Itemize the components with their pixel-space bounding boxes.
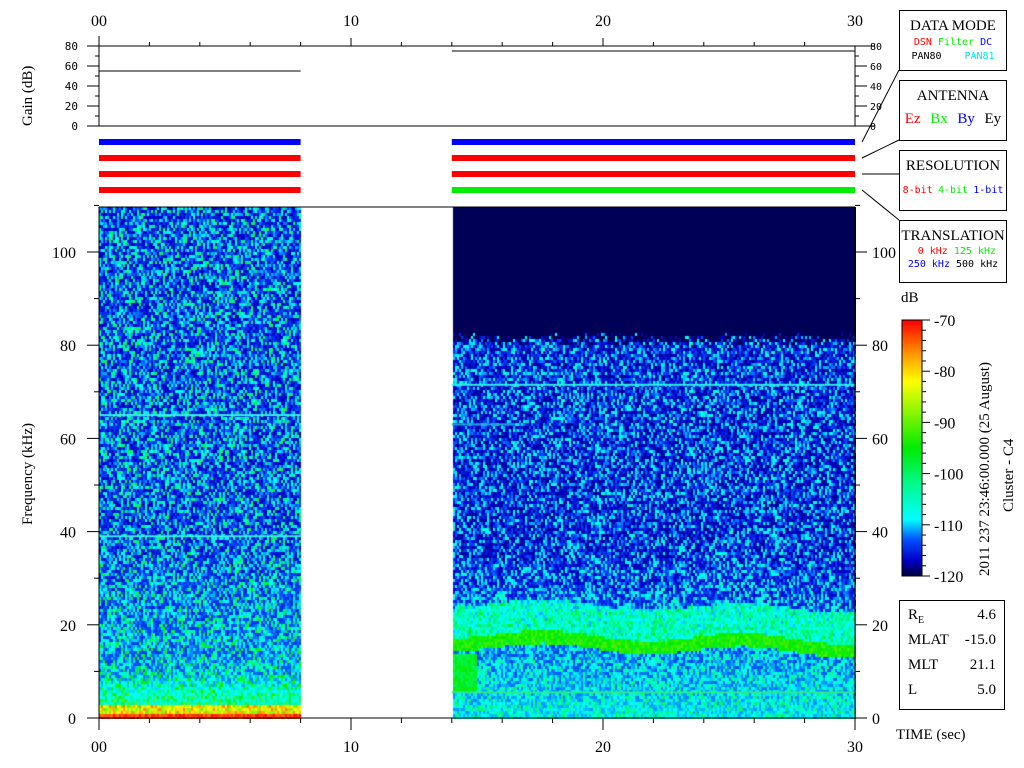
time-axis-label: TIME (sec) [896, 727, 966, 743]
data-mode-legend: DATA MODE DSN Filter DC PAN80 PAN81 [899, 10, 1007, 71]
orbit-l-row: L 5.0 [908, 682, 996, 707]
legend-0khz: 0 kHz [917, 246, 948, 257]
orbit-mlt-row: MLT 21.1 [908, 657, 996, 682]
data-mode-title: DATA MODE [910, 18, 996, 34]
legend-ey: Ey [984, 111, 1002, 127]
mode-bar [451, 171, 855, 177]
freq-tick-label-left: 80 [60, 338, 76, 355]
freq-tick-label-left: 60 [60, 431, 76, 448]
spectrogram [99, 207, 856, 719]
legend-125khz: 125 kHz [953, 246, 996, 257]
colorbar-tick-label: -120 [934, 569, 963, 586]
mode-bar [99, 155, 301, 161]
mode-bar [99, 171, 301, 177]
freq-tick-label-right: 0 [872, 711, 880, 728]
gain-tick-label-right: 40 [870, 82, 882, 93]
legend-500khz: 500 kHz [956, 259, 999, 270]
translation-legend: TRANSLATION 0 kHz 125 kHz 250 kHz 500 kH… [899, 220, 1007, 283]
freq-tick-label-right: 20 [872, 618, 888, 635]
legend-filter: Filter [937, 37, 975, 48]
legend-bx: Bx [930, 111, 948, 127]
legend-ez: Ez [904, 111, 921, 127]
resolution-legend: RESOLUTION 8-bit 4-bit 1-bit [899, 150, 1007, 211]
orbit-mlat-row: MLAT -15.0 [908, 632, 996, 657]
colorbar-tick-label: -70 [934, 313, 955, 330]
gain-tick-label-left: 20 [65, 100, 78, 113]
time-tick-label-bottom: 30 [847, 739, 863, 756]
orbit-re-value: 4.6 [977, 607, 996, 623]
antenna-legend: ANTENNA Ez Bx By Ey [899, 80, 1007, 141]
freq-tick-label-left: 40 [60, 525, 76, 542]
antenna-title: ANTENNA [916, 88, 990, 104]
orbit-mlat-value: -15.0 [964, 632, 996, 648]
spacecraft-label: Cluster - C4 [1001, 438, 1017, 512]
orbit-mlt-value: 21.1 [969, 657, 996, 673]
legend-250khz: 250 kHz [907, 259, 950, 270]
gain-axis-label: Gain (dB) [20, 65, 36, 126]
date-time-label: 2011 237 23:46:00.000 (25 August) [977, 361, 993, 576]
time-tick-label-top: 30 [847, 13, 863, 30]
colorbar-tick-label: -80 [934, 364, 955, 381]
colorbar-label: dB [901, 290, 919, 306]
orbit-re-row: RE 4.6 [908, 607, 996, 632]
legend-by: By [957, 111, 975, 127]
freq-tick-label-right: 60 [872, 431, 888, 448]
freq-tick-label-left: 100 [52, 245, 76, 262]
legend-1bit: 1-bit [973, 185, 1004, 196]
translation-title: TRANSLATION [901, 228, 1005, 244]
freq-tick-label-right: 40 [872, 525, 888, 542]
colorbar-tick-label: -110 [934, 518, 963, 535]
freq-tick-label-right: 80 [872, 338, 888, 355]
freq-tick-label-left: 0 [68, 711, 76, 728]
time-tick-label-top: 00 [91, 13, 107, 30]
colorbar-tick-label: -100 [934, 467, 963, 484]
frequency-axis-label: Frequency (kHz) [20, 422, 36, 525]
orbit-mlat-label: MLAT [908, 632, 949, 648]
legend-pan80: PAN80 [911, 51, 942, 62]
colorbar [902, 320, 922, 576]
freq-tick-label-left: 20 [60, 618, 76, 635]
orbit-re-label: R [908, 607, 919, 623]
time-tick-label-bottom: 00 [91, 739, 107, 756]
orbit-l-value: 5.0 [977, 682, 996, 698]
legend-pan81: PAN81 [964, 51, 995, 62]
orbit-mlt-label: MLT [908, 657, 939, 673]
resolution-title: RESOLUTION [905, 158, 1001, 174]
time-tick-label-bottom: 20 [595, 739, 611, 756]
gain-tick-label-right: 0 [870, 122, 876, 133]
gain-tick-label-left: 80 [65, 40, 78, 53]
colorbar-tick-label: -90 [934, 415, 955, 432]
translation-pointer [861, 189, 900, 221]
gain-tick-label-left: 60 [65, 60, 78, 73]
freq-tick-label-right: 100 [872, 245, 896, 262]
legend-dsn: DSN [913, 37, 932, 48]
data-mode-pointer [861, 69, 900, 143]
orbit-l-label: L [908, 682, 918, 698]
gain-tick-label-right: 60 [870, 62, 882, 73]
orbit-info-box: RE 4.6 MLAT -15.0 MLT 21.1 L 5.0 [899, 600, 1005, 710]
time-tick-label-bottom: 10 [343, 739, 359, 756]
mode-bar [451, 187, 855, 193]
legend-8bit: 8-bit [902, 185, 933, 196]
time-tick-label-top: 10 [343, 13, 359, 30]
time-tick-label-top: 20 [595, 13, 611, 30]
legend-dc: DC [980, 37, 993, 48]
colorbar-frame [901, 319, 923, 577]
mode-bar [451, 139, 855, 145]
mode-bar [451, 155, 855, 161]
gain-tick-label-right: 80 [870, 42, 882, 53]
gain-tick-label-right: 20 [870, 102, 882, 113]
gain-tick-label-left: 40 [65, 80, 78, 93]
orbit-re-sub: E [918, 615, 925, 626]
antenna-pointer [861, 139, 900, 159]
gain-tick-label-left: 0 [71, 120, 78, 133]
mode-bar [99, 139, 301, 145]
legend-4bit: 4-bit [937, 185, 969, 196]
mode-bar [99, 187, 301, 193]
